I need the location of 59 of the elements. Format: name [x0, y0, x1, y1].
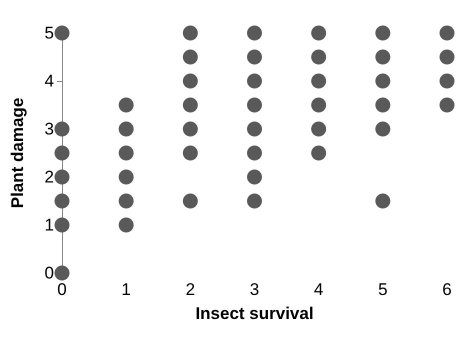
point: [375, 98, 390, 112]
y-tick-label: 0: [44, 264, 54, 282]
point: [311, 98, 326, 112]
point: [375, 194, 390, 208]
point: [182, 122, 198, 136]
point: [440, 98, 454, 112]
point: [375, 122, 390, 136]
point: [440, 74, 454, 88]
point: [118, 170, 134, 184]
point: [182, 98, 198, 112]
point: [54, 170, 70, 184]
point: [118, 122, 134, 136]
x-tick-label: 4: [314, 280, 324, 299]
point: [311, 26, 326, 40]
point: [118, 194, 134, 208]
point: [440, 26, 454, 40]
point: [247, 122, 262, 136]
y-tick-label: 4: [44, 72, 54, 90]
y-tick-label: 3: [44, 120, 54, 138]
x-tick-label: 0: [57, 280, 67, 299]
point: [54, 218, 70, 232]
point: [375, 50, 390, 64]
point: [375, 74, 390, 88]
point: [182, 194, 198, 208]
y-axis-title: Plant damage: [8, 98, 27, 208]
point: [247, 146, 262, 160]
point: [311, 122, 326, 136]
point: [311, 50, 326, 64]
point: [54, 266, 70, 280]
point: [311, 146, 326, 160]
point: [440, 50, 454, 64]
x-tick-label: 5: [378, 280, 388, 299]
point: [247, 50, 262, 64]
point: [54, 194, 70, 208]
y-tick-label: 2: [44, 168, 54, 186]
point: [118, 218, 134, 232]
point: [247, 74, 262, 88]
point: [182, 50, 198, 64]
point: [375, 26, 390, 40]
point: [54, 26, 70, 40]
point: [182, 74, 198, 88]
point: [118, 146, 134, 160]
x-tick-label: 6: [442, 280, 452, 299]
point: [54, 146, 70, 160]
point: [118, 98, 134, 112]
point: [54, 122, 70, 136]
y-tick-label: 5: [44, 24, 54, 42]
x-tick-label: 2: [186, 280, 196, 299]
x-tick-label: 3: [250, 280, 260, 299]
point: [182, 146, 198, 160]
point: [247, 98, 262, 112]
x-axis-title: Insect survival: [195, 304, 314, 323]
x-tick-label: 1: [121, 280, 131, 299]
point: [311, 74, 326, 88]
point: [182, 26, 198, 40]
y-tick-label: 1: [44, 216, 54, 234]
point: [247, 26, 262, 40]
point: [247, 170, 262, 184]
point: [247, 194, 262, 208]
